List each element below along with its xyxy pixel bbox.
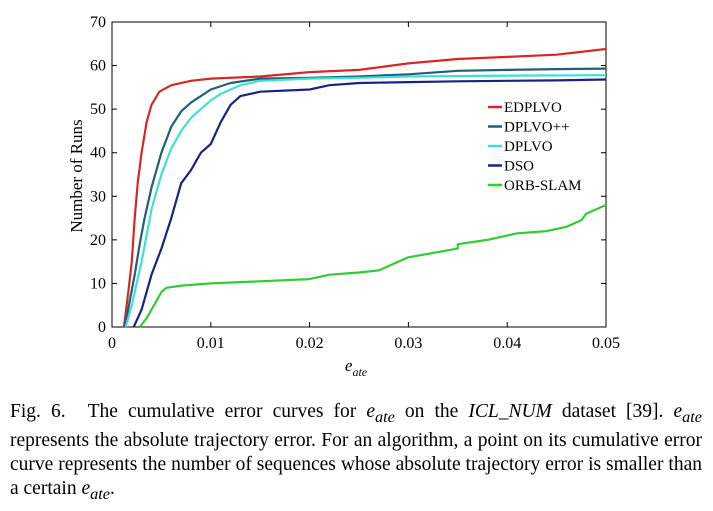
series-line-dplvo <box>124 74 607 328</box>
x-tick-label: 0 <box>108 335 116 352</box>
caption-math-2-main: e <box>673 401 683 422</box>
x-tick-label: 0.05 <box>592 335 620 352</box>
legend: EDPLVO DPLVO++ DPLVO DSO ORB-SLAM <box>488 100 582 194</box>
legend-label: DPLVO <box>504 139 553 155</box>
x-tick-label: 0.03 <box>394 335 422 352</box>
caption-math-1: eate <box>366 401 395 426</box>
series-lines <box>122 47 607 328</box>
plot-area <box>111 21 607 328</box>
x-axis-label-sub: ate <box>352 365 367 379</box>
y-tick-label: 10 <box>90 275 106 292</box>
series-line-edplvo <box>122 47 607 328</box>
y-tick-label: 30 <box>90 188 106 205</box>
y-tick-label: 70 <box>90 14 106 31</box>
legend-label: ORB-SLAM <box>504 178 582 194</box>
figure: 0 0.01 0.02 0.03 0.04 0.05 0 10 20 30 40 50 60 70 EDP… <box>67 14 620 379</box>
figure-caption: Fig. 6. The cumulative error curves for e… <box>10 400 702 506</box>
axis-ticks: 0 0.01 0.02 0.03 0.04 0.05 0 10 20 30 40 50 60 70 <box>90 14 620 352</box>
series-line-dplvo- <box>123 67 607 328</box>
caption-dataset: ICL_NUM <box>468 401 552 422</box>
y-tick-label: 50 <box>90 101 106 118</box>
y-tick-label: 60 <box>90 58 106 75</box>
caption-text-4: represents the absolute trajectory error… <box>10 429 702 499</box>
caption-math-3: eate <box>81 477 110 503</box>
caption-text-3: dataset [39]. <box>551 401 674 422</box>
series-line-dso <box>132 78 607 328</box>
x-tick-label: 0.02 <box>296 335 324 352</box>
caption-text-5: . <box>109 477 115 499</box>
y-tick-label: 0 <box>98 319 106 336</box>
cumulative-error-chart: 0 0.01 0.02 0.03 0.04 0.05 0 10 20 30 40 50 60 70 EDP… <box>67 14 620 379</box>
y-tick-label: 40 <box>90 145 106 162</box>
caption-math-3-sub: ate <box>90 484 110 503</box>
legend-label: DSO <box>504 159 534 175</box>
caption-math-1-sub: ate <box>375 407 395 426</box>
x-tick-label: 0.01 <box>197 335 225 352</box>
x-axis-label: eate <box>345 356 368 379</box>
y-tick-label: 20 <box>90 232 106 249</box>
caption-math-3-main: e <box>81 477 91 499</box>
x-tick-label: 0.04 <box>493 335 521 352</box>
caption-text-1: The cumulative error curves for <box>87 401 367 422</box>
legend-label: EDPLVO <box>504 100 562 116</box>
caption-text-2: on the <box>394 401 469 422</box>
caption-label: Fig. 6. <box>10 401 66 422</box>
x-axis-label-main: e <box>345 356 353 375</box>
legend-label: DPLVO++ <box>504 120 570 136</box>
series-line-orb-slam <box>138 203 607 328</box>
y-axis-label: Number of Runs <box>67 119 86 232</box>
caption-math-1-main: e <box>366 401 375 422</box>
plot-frame <box>111 21 607 328</box>
caption-math-2-sub: ate <box>682 407 702 426</box>
caption-math-2: eate <box>673 401 702 426</box>
